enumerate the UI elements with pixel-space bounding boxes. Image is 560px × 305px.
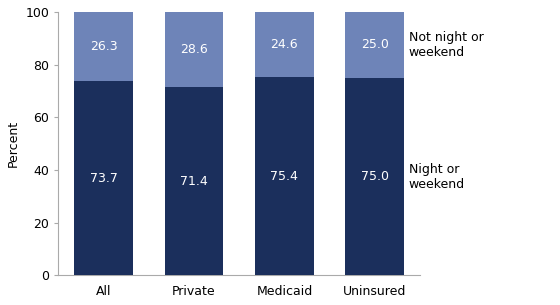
Bar: [346, 12, 404, 78]
Bar: [165, 12, 223, 87]
Text: 73.7: 73.7: [90, 172, 118, 185]
Bar: [255, 12, 314, 77]
Text: 25.0: 25.0: [361, 38, 389, 51]
Bar: [74, 81, 133, 275]
Text: 26.3: 26.3: [90, 40, 118, 53]
Text: 75.0: 75.0: [361, 170, 389, 183]
Y-axis label: Percent: Percent: [7, 120, 20, 167]
Text: 28.6: 28.6: [180, 43, 208, 56]
Text: 24.6: 24.6: [270, 38, 298, 51]
Text: Not night or
weekend: Not night or weekend: [409, 31, 483, 59]
Bar: [165, 87, 223, 275]
Text: 71.4: 71.4: [180, 175, 208, 188]
Bar: [255, 77, 314, 275]
Bar: [74, 12, 133, 81]
Text: Night or
weekend: Night or weekend: [409, 163, 465, 191]
Text: 75.4: 75.4: [270, 170, 298, 182]
Bar: [346, 78, 404, 275]
